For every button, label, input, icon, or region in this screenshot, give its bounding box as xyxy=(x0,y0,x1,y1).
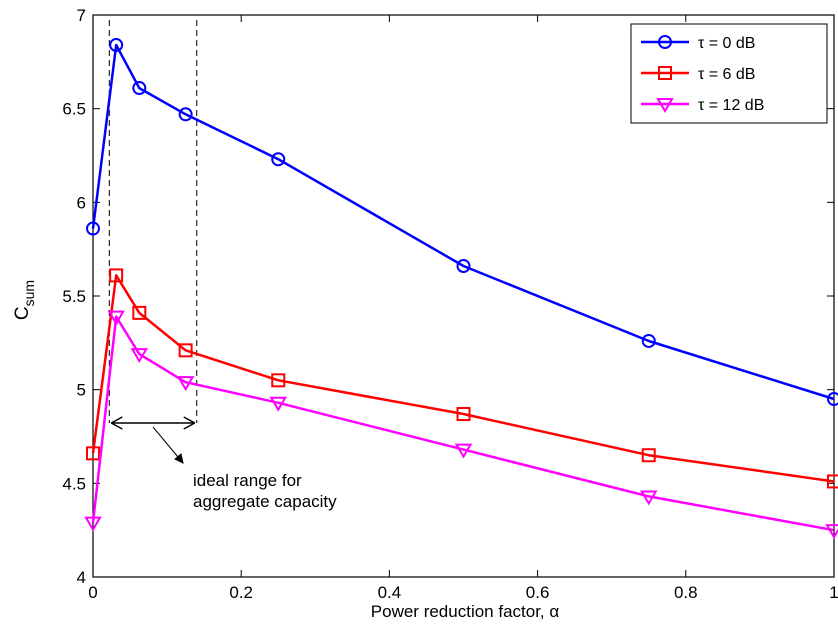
annotation-text-line: aggregate capacity xyxy=(193,492,337,511)
ideal-range-annotation: ideal range for aggregate capacity xyxy=(108,20,337,511)
y-axis-label: Csum xyxy=(12,280,37,320)
legend-marker xyxy=(656,98,674,113)
data-point-marker xyxy=(132,81,147,96)
data-point-marker xyxy=(178,343,193,358)
data-point-marker xyxy=(827,474,838,489)
x-tick-label: 0.6 xyxy=(526,583,550,602)
x-tick-label: 0.2 xyxy=(229,583,253,602)
legend: τ = 0 dB τ = 6 dB τ = 12 dB xyxy=(630,23,828,124)
legend-label: τ = 0 dB xyxy=(698,35,755,52)
series-1 xyxy=(86,268,838,489)
y-tick-label: 4 xyxy=(77,568,86,587)
pointer-arrowhead xyxy=(174,453,184,464)
x-tick-label: 0.8 xyxy=(674,583,698,602)
data-point-marker xyxy=(130,348,149,364)
series-line xyxy=(91,315,835,532)
series-line xyxy=(91,43,835,401)
svg-text:Csum: Csum xyxy=(12,280,37,320)
arrowhead-right xyxy=(183,416,196,430)
data-point-marker xyxy=(109,37,124,52)
data-point-marker xyxy=(109,268,124,283)
legend-marker xyxy=(658,35,672,49)
y-axis-label-main: C xyxy=(12,306,33,320)
data-point-marker xyxy=(269,396,287,412)
y-tick-label: 6.5 xyxy=(62,100,86,119)
y-tick-label: 6 xyxy=(77,193,86,212)
data-point-marker xyxy=(107,310,125,326)
data-point-marker xyxy=(640,490,658,506)
axes: 0 0.2 0.4 0.6 0.8 1 4 4.5 5 5.5 6 6.5 7 xyxy=(62,6,838,602)
data-point-marker xyxy=(178,107,193,122)
legend-label: τ = 6 dB xyxy=(698,66,755,83)
legend-label: τ = 12 dB xyxy=(698,97,764,114)
data-point-marker xyxy=(271,373,286,388)
series-group xyxy=(84,37,838,540)
arrowhead-left xyxy=(110,416,123,430)
data-point-marker xyxy=(456,259,471,274)
y-tick-label: 5 xyxy=(77,381,86,400)
data-point-marker xyxy=(456,407,471,422)
x-axis-label: Power reduction factor, α xyxy=(371,602,560,621)
y-tick-label: 7 xyxy=(77,6,86,25)
data-point-marker xyxy=(271,152,286,167)
x-tick-label: 0.4 xyxy=(378,583,402,602)
series-0 xyxy=(86,37,838,407)
data-point-marker xyxy=(176,376,195,392)
y-tick-label: 5.5 xyxy=(62,287,86,306)
y-tick-label: 4.5 xyxy=(62,474,86,493)
series-2 xyxy=(84,310,838,540)
data-point-marker xyxy=(454,443,473,459)
data-point-marker xyxy=(84,516,102,532)
legend-marker xyxy=(658,66,672,80)
x-tick-label: 0 xyxy=(88,583,97,602)
data-point-marker xyxy=(827,392,838,407)
y-axis-label-sub: sum xyxy=(21,280,37,306)
data-point-marker xyxy=(86,221,100,236)
data-point-marker xyxy=(641,333,656,348)
x-tick-label: 1 xyxy=(829,583,838,602)
annotation-text-line: ideal range for xyxy=(193,471,302,490)
data-point-marker xyxy=(641,448,656,463)
data-point-marker xyxy=(86,446,100,461)
data-point-marker xyxy=(132,305,147,320)
